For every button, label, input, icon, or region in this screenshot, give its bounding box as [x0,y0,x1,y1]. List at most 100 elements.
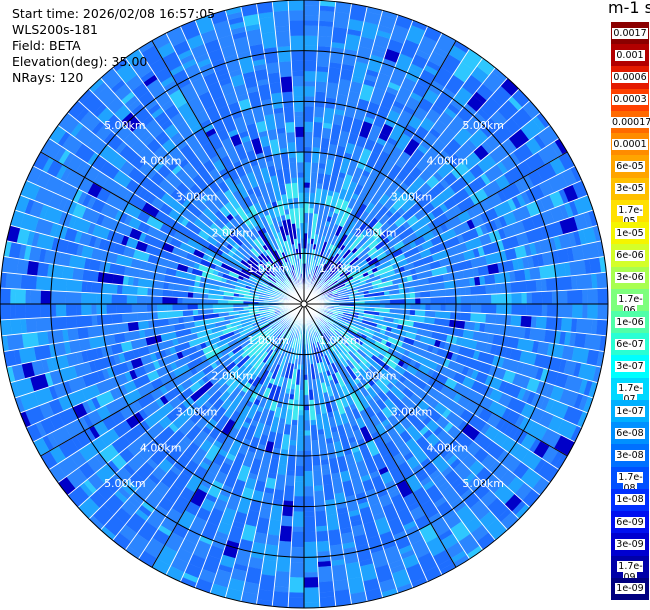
range-gate-cell [309,187,317,194]
range-gate-cell [303,450,313,457]
range-gate-cell [511,303,528,316]
range-gate-cell [569,259,587,277]
range-gate-cell [430,303,441,312]
range-gate-cell [294,475,305,482]
range-gate-cell [151,303,158,313]
range-gate-cell [296,172,305,178]
range-gate-cell [303,410,311,421]
range-ring-label: 3.00km [391,191,433,204]
range-ring-label: 1.00km [247,334,289,347]
range-gate-cell [596,319,608,336]
range-gate-cell [545,277,558,292]
range-ring-label: 4.00km [140,155,182,168]
range-gate-cell [597,303,609,321]
range-gate-cell [277,540,292,558]
range-gate-cell [20,274,38,291]
range-gate-cell [192,309,199,316]
range-ring-label: 2.00km [355,226,397,239]
elevation-label: Elevation(deg): 35.00 [12,54,148,69]
range-gate-cell [303,455,313,472]
range-gate-cell [258,16,276,34]
colorbar-tick-label: 6e-07 [615,338,645,350]
range-gate-cell [288,592,305,599]
range-gate-cell [546,303,558,318]
range-gate-cell [278,525,293,542]
range-gate-cell [318,10,335,22]
range-gate-cell [584,333,602,351]
range-gate-cell [316,540,331,553]
range-gate-cell [272,0,289,12]
range-gate-cell [292,511,305,528]
range-gate-cell [21,331,39,349]
range-gate-cell [289,35,305,52]
range-gate-cell [510,314,522,327]
range-gate-cell [106,303,117,315]
range-gate-cell [414,291,421,299]
range-gate-cell [313,106,325,118]
range-gate-cell [526,303,543,317]
range-gate-cell [26,260,39,277]
range-gate-cell [409,292,416,299]
range-gate-cell [5,272,22,290]
range-ring-label: 5.00km [104,119,146,132]
range-gate-cell [303,25,319,36]
range-gate-cell [531,291,543,305]
range-gate-cell [541,303,548,317]
range-gate-cell [529,266,541,281]
range-gate-cell [291,526,305,533]
field-label: Field: BETA [12,38,81,53]
range-gate-cell [317,25,334,38]
range-gate-cell [290,50,305,62]
range-gate-cell [294,116,305,128]
range-gate-cell [587,303,599,320]
range-gate-cell [510,280,527,294]
range-gate-cell [146,303,153,313]
range-gate-cell [187,303,198,311]
range-gate-cell [470,303,482,314]
range-gate-cell [35,317,53,333]
range-gate-cell [267,72,281,84]
range-gate-cell [303,541,318,558]
range-gate-cell [303,430,312,436]
range-gate-cell [496,292,512,305]
range-gate-cell [521,292,528,305]
range-gate-cell [292,496,305,512]
range-gate-cell [151,295,163,305]
range-gate-cell [40,303,52,318]
range-gate-cell [77,326,89,340]
range-gate-cell [0,303,11,321]
range-gate-cell [460,303,472,313]
range-gate-cell [292,85,305,97]
range-gate-cell [16,258,29,276]
range-gate-cell [496,303,512,316]
range-gate-cell [303,131,314,148]
range-gate-cell [0,287,11,305]
range-gate-cell [303,516,317,533]
range-gate-cell [296,161,305,173]
range-gate-cell [285,131,296,143]
range-gate-cell [455,295,462,305]
range-gate-cell [317,565,334,583]
range-gate-cell [289,561,305,578]
radar-origin [300,300,308,308]
range-gate-cell [278,60,293,78]
range-gate-cell [303,20,320,26]
range-gate-cell [291,75,305,87]
range-gate-cell [314,81,328,93]
range-ring-label: 2.00km [212,370,254,383]
range-gate-cell [9,288,16,305]
range-gate-cell [303,602,321,609]
range-gate-cell [284,475,296,487]
range-gate-cell [288,157,297,164]
range-gate-cell [55,303,67,318]
range-gate-cell [298,410,305,416]
range-gate-cell [280,515,294,527]
range-gate-cell [587,288,599,305]
range-gate-cell [575,273,593,290]
range-gate-cell [303,556,319,573]
range-gate-cell [303,70,317,82]
colorbar-tick-label: 0.001 [615,49,645,61]
range-ring-label: 3.00km [176,191,218,204]
range-gate-cell [303,146,313,163]
range-ring-label: 1.00km [319,262,361,275]
